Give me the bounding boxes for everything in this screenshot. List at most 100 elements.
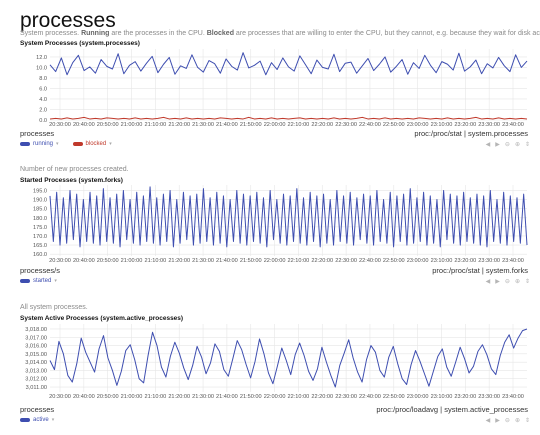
x-tick-label: 21:00:00 bbox=[121, 258, 143, 264]
x-tick-label: 20:30:00 bbox=[49, 394, 71, 400]
chart-legend: running ▾ blocked ▾ bbox=[20, 141, 112, 147]
x-tick-label: 23:20:00 bbox=[454, 394, 476, 400]
chart-context: proc:/proc/stat | system.processes bbox=[414, 129, 528, 138]
description-text: are the processes in the CPU. bbox=[109, 30, 207, 37]
x-tick-label: 22:40:00 bbox=[359, 122, 381, 128]
zoom-in-icon[interactable]: ⊕ bbox=[514, 142, 520, 148]
x-tick-label: 22:10:00 bbox=[288, 258, 310, 264]
page-title: processes bbox=[20, 9, 116, 33]
zoom-out-icon[interactable]: ⊖ bbox=[504, 418, 510, 424]
zoom-out-icon[interactable]: ⊖ bbox=[504, 279, 510, 285]
pan-left-icon[interactable]: ◀ bbox=[485, 418, 491, 424]
x-tick-label: 23:00:00 bbox=[407, 394, 429, 400]
legend-swatch bbox=[72, 142, 83, 146]
chevron-down-icon: ▾ bbox=[51, 417, 55, 423]
x-tick-label: 21:20:00 bbox=[168, 258, 190, 264]
x-tick-label: 22:30:00 bbox=[335, 122, 357, 128]
y-tick-label: 0.0 bbox=[39, 118, 47, 124]
y-tick-label: 12.0 bbox=[36, 55, 47, 61]
legend-item-started[interactable]: started ▾ bbox=[20, 278, 57, 284]
chart-units: processes bbox=[20, 129, 55, 138]
y-tick-label: 3,013.00 bbox=[25, 368, 47, 374]
resize-icon[interactable]: ⇕ bbox=[524, 418, 530, 424]
x-tick-label: 21:00:00 bbox=[121, 394, 143, 400]
x-tick-label: 21:30:00 bbox=[192, 122, 214, 128]
x-tick-label: 23:40:00 bbox=[502, 394, 524, 400]
series-line-started bbox=[49, 186, 528, 248]
y-tick-label: 3,014.00 bbox=[25, 360, 47, 366]
x-tick-label: 22:40:00 bbox=[359, 394, 381, 400]
resize-icon[interactable]: ⇕ bbox=[524, 142, 530, 148]
chart-controls: ◀ ▶ ⊖ ⊕ ⇕ bbox=[486, 278, 530, 285]
zoom-in-icon[interactable]: ⊕ bbox=[514, 279, 520, 285]
legend-label: started bbox=[33, 278, 52, 284]
series-line-active bbox=[49, 328, 528, 388]
chevron-down-icon: ▾ bbox=[54, 278, 57, 284]
x-tick-label: 23:20:00 bbox=[454, 122, 476, 128]
chart-title: System Processes (system.processes) bbox=[20, 40, 140, 47]
y-tick-label: 190.0 bbox=[33, 198, 47, 204]
x-tick-label: 23:40:00 bbox=[502, 258, 524, 264]
y-tick-label: 3,016.00 bbox=[25, 344, 47, 350]
pan-left-icon[interactable]: ◀ bbox=[485, 279, 491, 285]
legend-label: active bbox=[33, 417, 49, 423]
x-tick-label: 21:10:00 bbox=[144, 258, 166, 264]
y-tick-label: 195.0 bbox=[33, 188, 47, 194]
x-tick-label: 20:40:00 bbox=[73, 258, 95, 264]
series-line-blocked bbox=[49, 116, 528, 120]
series-line-running bbox=[49, 52, 528, 76]
y-tick-label: 170.0 bbox=[33, 234, 47, 240]
description-emphasis: Running bbox=[81, 30, 110, 37]
x-tick-label: 20:50:00 bbox=[97, 394, 119, 400]
pan-right-icon[interactable]: ▶ bbox=[495, 279, 500, 285]
resize-icon[interactable]: ⇕ bbox=[524, 279, 530, 285]
chart-title: System Active Processes (system.active_p… bbox=[20, 315, 184, 322]
pan-left-icon[interactable]: ◀ bbox=[485, 142, 491, 148]
x-tick-label: 22:30:00 bbox=[335, 258, 357, 264]
chart-legend: active ▾ bbox=[20, 417, 54, 423]
description-text: are processes that are willing to enter … bbox=[233, 30, 540, 37]
x-tick-label: 21:20:00 bbox=[168, 394, 190, 400]
y-tick-label: 185.0 bbox=[33, 207, 47, 213]
x-tick-label: 22:00:00 bbox=[264, 258, 286, 264]
x-tick-label: 22:50:00 bbox=[383, 394, 405, 400]
legend-swatch bbox=[20, 279, 30, 283]
legend-item-active[interactable]: active ▾ bbox=[20, 417, 54, 423]
legend-item-blocked[interactable]: blocked ▾ bbox=[72, 141, 112, 147]
zoom-in-icon[interactable]: ⊕ bbox=[514, 418, 520, 424]
y-tick-label: 175.0 bbox=[33, 225, 47, 231]
y-tick-label: 10.0 bbox=[36, 65, 47, 71]
x-tick-label: 21:10:00 bbox=[144, 394, 166, 400]
x-tick-label: 22:20:00 bbox=[311, 394, 333, 400]
pan-right-icon[interactable]: ▶ bbox=[495, 418, 500, 424]
zoom-out-icon[interactable]: ⊖ bbox=[504, 142, 510, 148]
x-tick-label: 23:30:00 bbox=[478, 258, 500, 264]
y-tick-label: 6.0 bbox=[39, 86, 47, 92]
x-tick-label: 23:10:00 bbox=[431, 258, 453, 264]
y-tick-label: 180.0 bbox=[33, 216, 47, 222]
chart-units: processes bbox=[20, 405, 55, 414]
pan-right-icon[interactable]: ▶ bbox=[495, 142, 500, 148]
chart-units: processes/s bbox=[20, 266, 61, 275]
chart-description: All system processes. bbox=[20, 304, 88, 311]
x-tick-label: 22:20:00 bbox=[311, 258, 333, 264]
y-tick-label: 3,011.00 bbox=[26, 385, 47, 391]
x-tick-label: 22:40:00 bbox=[359, 258, 381, 264]
chart-legend: started ▾ bbox=[20, 278, 57, 284]
chart-description: System processes. Running are the proces… bbox=[20, 30, 540, 37]
x-tick-label: 21:40:00 bbox=[216, 122, 238, 128]
x-tick-label: 20:50:00 bbox=[97, 122, 119, 128]
chevron-down-icon: ▾ bbox=[56, 141, 59, 147]
x-tick-label: 23:00:00 bbox=[407, 122, 429, 128]
legend-swatch bbox=[20, 142, 30, 146]
x-tick-label: 21:30:00 bbox=[192, 394, 214, 400]
x-tick-label: 21:00:00 bbox=[121, 122, 143, 128]
x-tick-label: 22:00:00 bbox=[264, 394, 286, 400]
y-tick-label: 160.0 bbox=[33, 252, 47, 258]
description-text: System processes. bbox=[20, 30, 82, 37]
legend-item-running[interactable]: running ▾ bbox=[20, 141, 59, 147]
x-tick-label: 22:30:00 bbox=[335, 394, 357, 400]
